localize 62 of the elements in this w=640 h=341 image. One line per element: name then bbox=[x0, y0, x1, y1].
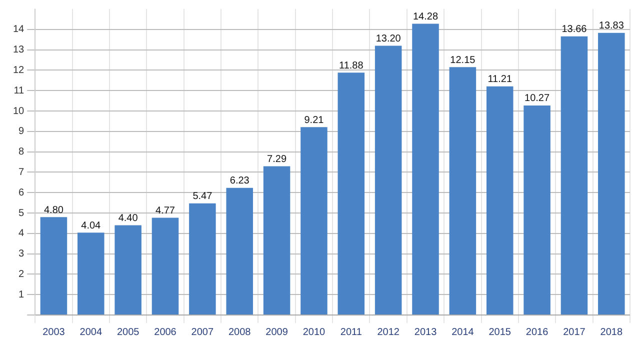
bar bbox=[486, 86, 514, 314]
data-label: 11.88 bbox=[339, 60, 364, 72]
data-label: 13.20 bbox=[376, 33, 402, 44]
x-tick-label: 2009 bbox=[266, 326, 288, 338]
data-label: 4.77 bbox=[156, 205, 176, 216]
x-tick-label: 2017 bbox=[563, 326, 586, 338]
bar bbox=[300, 127, 328, 314]
x-tick-label: 2008 bbox=[228, 326, 252, 338]
y-tick-label: 14 bbox=[13, 24, 25, 36]
x-tick-label: 2010 bbox=[302, 326, 326, 338]
bar bbox=[114, 225, 142, 314]
y-tick-label: 5 bbox=[18, 208, 25, 219]
x-tick-label: 2004 bbox=[80, 326, 102, 338]
data-label: 13.66 bbox=[562, 24, 588, 36]
data-label: 14.28 bbox=[412, 11, 438, 22]
data-label: 4.40 bbox=[118, 212, 138, 224]
x-tick-label: 2006 bbox=[154, 326, 177, 338]
data-label: 10.27 bbox=[524, 93, 550, 104]
x-tick-label: 2003 bbox=[42, 326, 66, 338]
y-tick-label: 10 bbox=[13, 106, 25, 117]
bar bbox=[152, 218, 179, 314]
bar bbox=[560, 36, 588, 314]
bar bbox=[412, 24, 439, 314]
data-label: 11.21 bbox=[488, 74, 512, 86]
y-tick-label: 4 bbox=[18, 228, 25, 240]
data-label: 7.29 bbox=[267, 154, 287, 166]
data-label: 9.21 bbox=[304, 114, 324, 126]
y-tick-label: 3 bbox=[18, 248, 25, 260]
bar bbox=[374, 46, 402, 314]
x-tick-label: 2018 bbox=[600, 326, 623, 338]
bar bbox=[78, 232, 104, 314]
y-tick-label: 9 bbox=[18, 126, 25, 138]
bar bbox=[598, 32, 625, 314]
bar bbox=[263, 166, 290, 314]
bar bbox=[226, 188, 253, 314]
y-tick-label: 1 bbox=[18, 289, 25, 300]
x-tick-label: 2005 bbox=[116, 326, 140, 338]
y-tick-label: 8 bbox=[18, 146, 25, 158]
bar bbox=[189, 203, 216, 314]
x-tick-label: 2013 bbox=[414, 326, 438, 338]
x-tick-label: 2014 bbox=[452, 326, 474, 338]
bar bbox=[449, 67, 476, 314]
data-label: 6.23 bbox=[230, 176, 250, 187]
x-tick-label: 2015 bbox=[488, 326, 512, 338]
y-tick-label: 12 bbox=[13, 64, 25, 76]
data-label: 4.04 bbox=[81, 220, 102, 232]
data-label: 12.15 bbox=[450, 54, 476, 66]
x-tick-label: 2016 bbox=[526, 326, 549, 338]
bar bbox=[524, 105, 550, 314]
x-tick-label: 2011 bbox=[340, 326, 362, 338]
y-tick-label: 11 bbox=[14, 85, 25, 96]
data-label: 4.80 bbox=[44, 204, 64, 216]
data-label: 5.47 bbox=[192, 191, 213, 202]
x-tick-label: 2012 bbox=[377, 326, 400, 338]
bar bbox=[40, 217, 68, 314]
x-tick-label: 2007 bbox=[191, 326, 214, 338]
y-tick-label: 7 bbox=[18, 166, 25, 178]
y-tick-label: 2 bbox=[18, 268, 25, 280]
y-tick-label: 6 bbox=[18, 187, 25, 198]
bar bbox=[338, 72, 365, 314]
y-tick-label: 13 bbox=[13, 44, 25, 56]
data-label: 13.83 bbox=[598, 20, 624, 32]
